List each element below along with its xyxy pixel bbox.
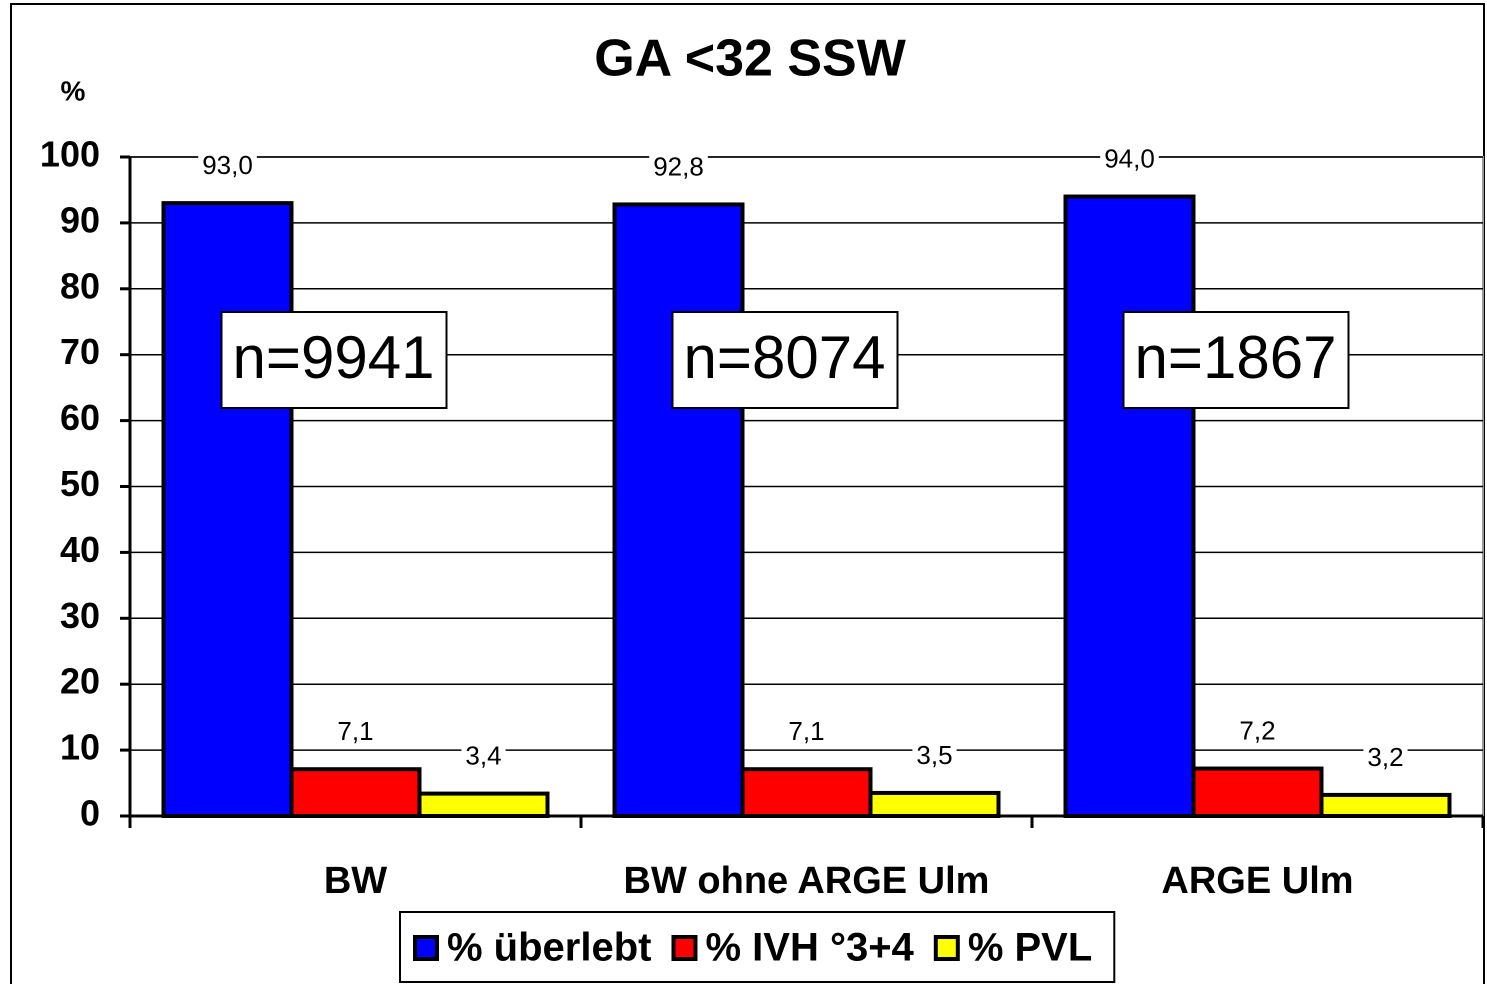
data-label: 3,5	[916, 740, 952, 770]
data-label: 94,0	[1104, 143, 1155, 173]
annotation: n=8074	[684, 324, 886, 391]
data-label: 7,1	[337, 716, 373, 746]
legend-label: % PVL	[968, 926, 1092, 970]
y-tick-label: 70	[60, 331, 100, 372]
y-tick-label: 20	[60, 661, 100, 702]
legend: % überlebt % IVH °3+4 % PVL	[399, 911, 1116, 983]
bar	[612, 202, 745, 818]
data-label-bg	[649, 151, 708, 182]
data-label-bg	[461, 740, 506, 771]
data-label-bg	[912, 739, 957, 770]
y-tick-label: 90	[60, 199, 100, 240]
legend-label: % überlebt	[447, 926, 651, 970]
bar	[1063, 194, 1196, 819]
y-tick-label: 10	[60, 727, 100, 768]
chart-title: GA <32 SSW	[594, 30, 907, 88]
bar	[740, 767, 873, 818]
data-label: 7,1	[788, 716, 824, 746]
data-label-bg	[784, 716, 829, 747]
y-tick-label: 100	[40, 134, 100, 175]
legend-label: % IVH °3+4	[705, 926, 914, 970]
annotation: n=1867	[1135, 324, 1337, 391]
data-label-bg	[1363, 741, 1408, 772]
annotation-box	[671, 311, 899, 409]
legend-swatch	[413, 935, 439, 961]
bar	[161, 201, 294, 818]
y-tick-label: 40	[60, 529, 100, 570]
y-axis-label: %	[61, 75, 86, 106]
legend-swatch	[933, 935, 960, 961]
y-tick-label: 0	[80, 793, 100, 834]
x-tick-label: BW ohne ARGE Ulm	[624, 860, 990, 902]
y-tick-label: 50	[60, 463, 100, 504]
annotation-box	[220, 311, 448, 409]
y-tick-label: 60	[60, 397, 100, 438]
legend-swatch	[671, 935, 698, 961]
bar	[868, 790, 1001, 818]
data-label-bg	[1235, 715, 1280, 746]
data-label: 92,8	[653, 151, 704, 181]
data-label: 3,4	[465, 740, 501, 770]
x-tick-label: BW	[324, 860, 387, 902]
bar	[289, 767, 422, 818]
annotation: n=9941	[233, 324, 435, 391]
data-label: 93,0	[202, 150, 253, 180]
legend-box	[399, 911, 1116, 983]
y-tick-label: 80	[60, 265, 100, 306]
bar	[1319, 792, 1452, 818]
bar	[1191, 766, 1324, 818]
data-label-bg	[333, 716, 378, 747]
y-tick-label: 30	[60, 595, 100, 636]
data-label: 7,2	[1239, 715, 1275, 745]
data-label-bg	[1100, 143, 1159, 174]
x-tick-label: ARGE Ulm	[1161, 860, 1353, 902]
annotation-box	[1122, 311, 1350, 409]
bar	[417, 791, 550, 818]
data-label: 3,2	[1367, 742, 1403, 772]
data-label-bg	[198, 150, 257, 181]
